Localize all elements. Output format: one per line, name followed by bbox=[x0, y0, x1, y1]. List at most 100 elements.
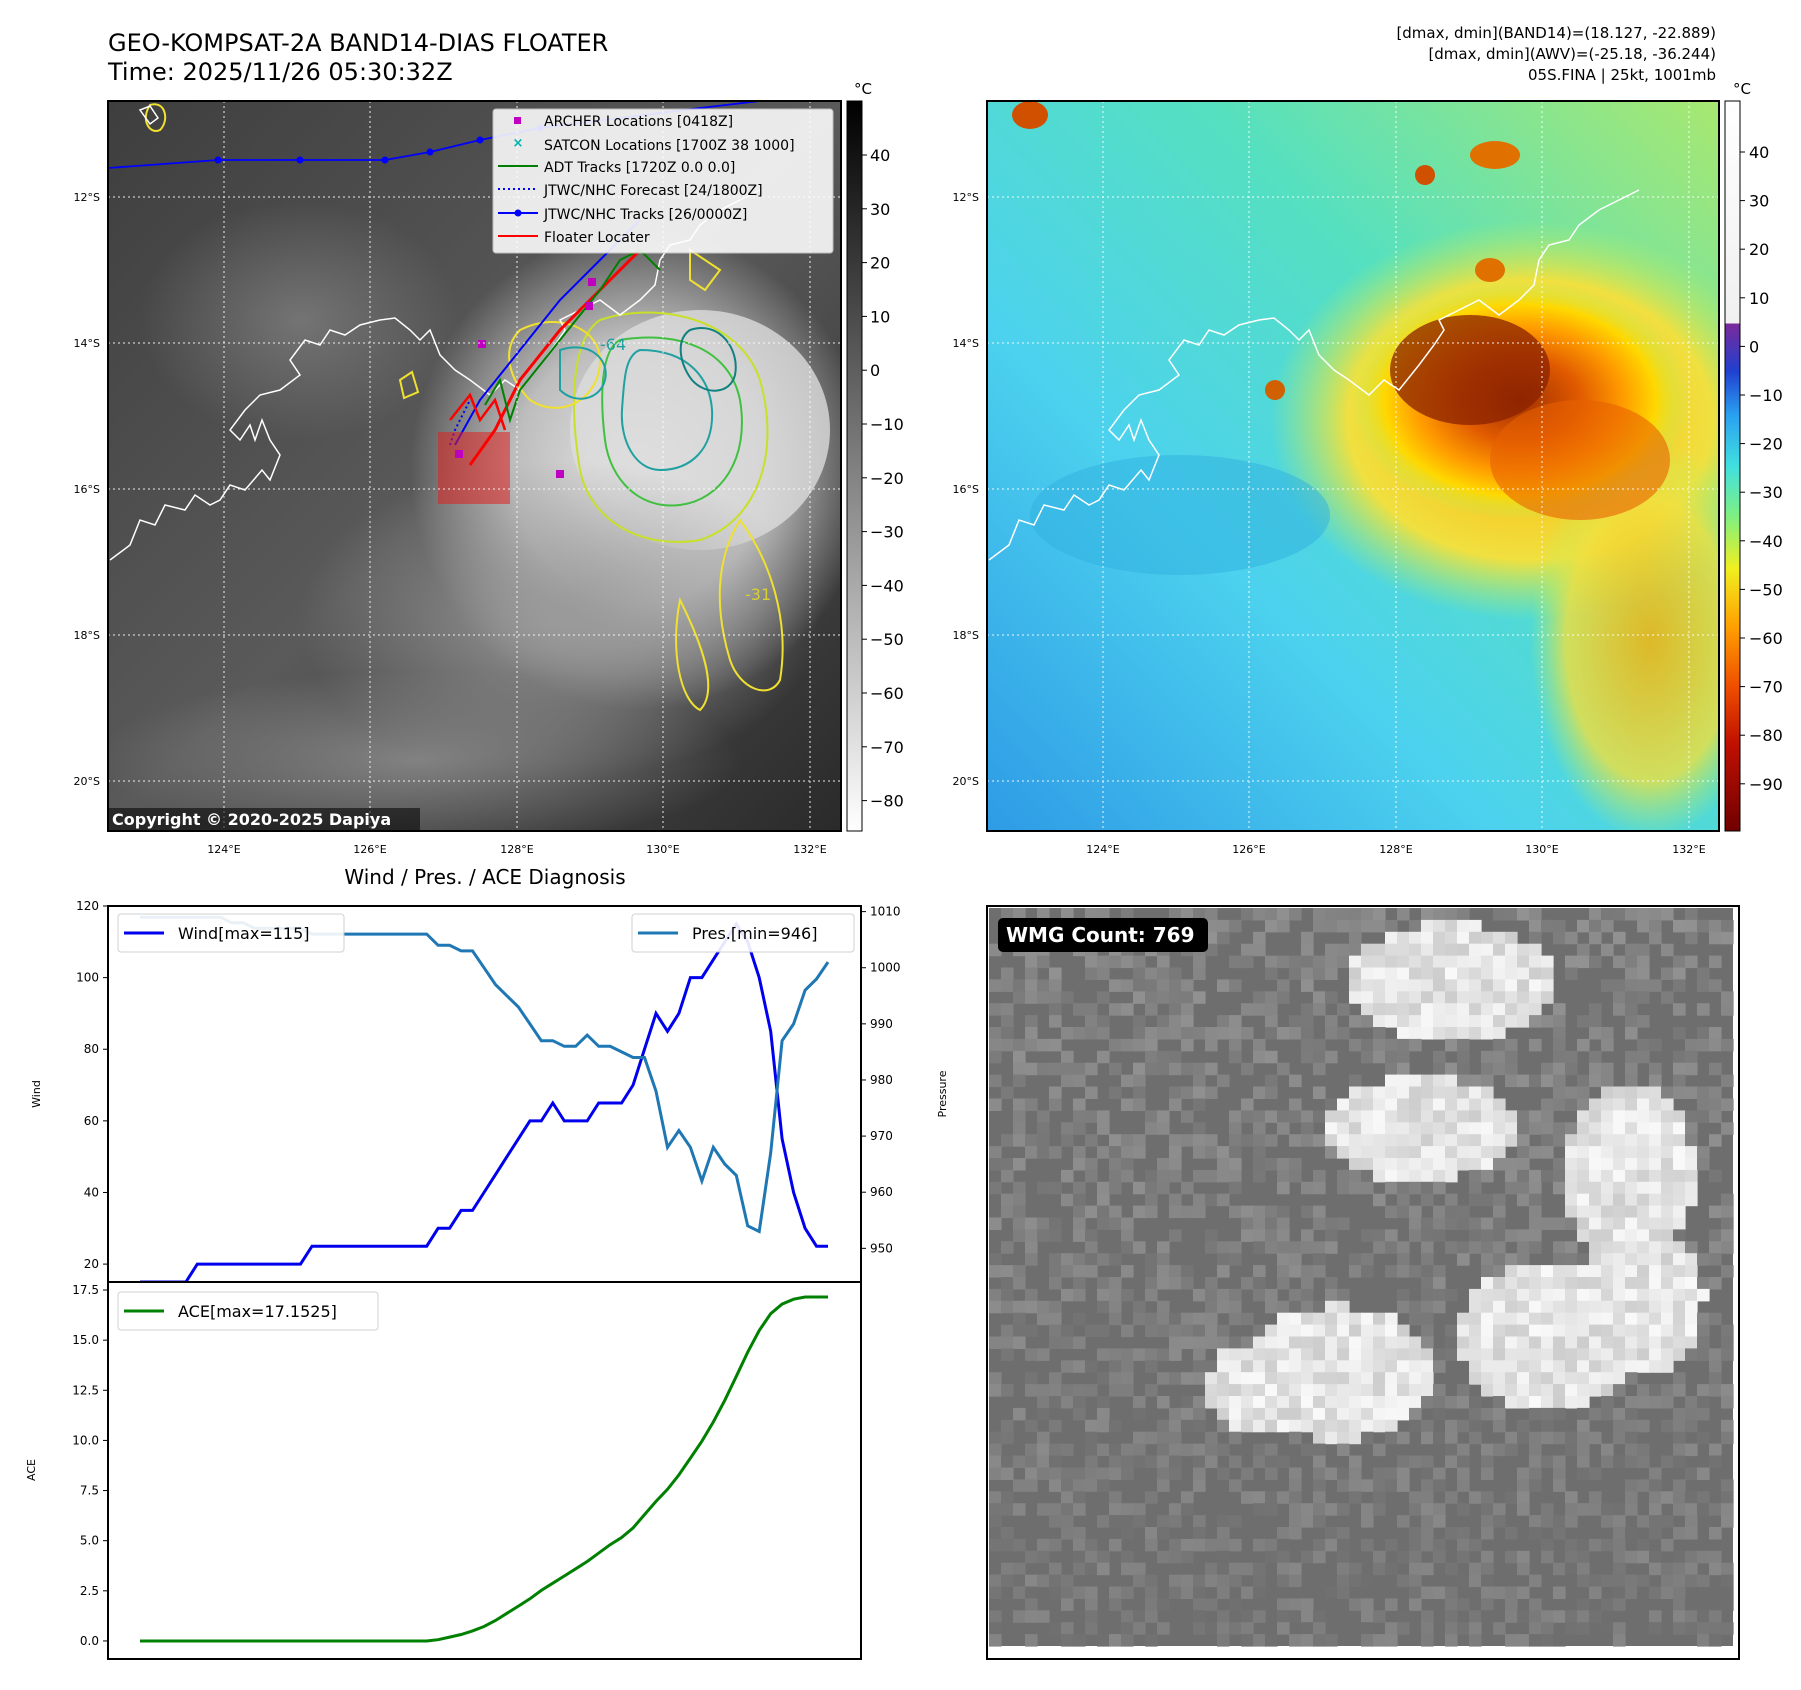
lat-tick-14s: 14°S bbox=[74, 337, 100, 350]
colorbar-color-tick-label: −10 bbox=[1749, 386, 1783, 405]
legend-label-adt: ADT Tracks [1720Z 0.0 0.0] bbox=[544, 160, 735, 176]
legend-marker-archer bbox=[514, 117, 521, 124]
pressure-tick-label: 990 bbox=[870, 1017, 893, 1031]
lat-tick-16s: 16°S bbox=[74, 483, 100, 496]
lon-tick-132e-awv: 132°E bbox=[1672, 843, 1705, 856]
awv-map-panel bbox=[987, 101, 1719, 831]
colorbar-color-tick-label: −90 bbox=[1749, 775, 1783, 794]
pressure-tick-label: 980 bbox=[870, 1073, 893, 1087]
colorbar-gray-tick-label: −10 bbox=[870, 415, 904, 434]
lon-tick-128e: 128°E bbox=[500, 843, 533, 856]
copyright-text: Copyright © 2020-2025 Dapiya bbox=[112, 810, 391, 829]
contour-label-31: -31 bbox=[745, 585, 771, 604]
colorbar-color-tick-label: −50 bbox=[1749, 580, 1783, 599]
wmg-panel: WMG Count: 769 bbox=[986, 905, 1740, 1660]
lat-tick-20s: 20°S bbox=[74, 775, 100, 788]
lon-tick-126e: 126°E bbox=[353, 843, 386, 856]
colorbar-color-unit: °C bbox=[1733, 80, 1751, 98]
colorbar-gray-tick-label: −80 bbox=[870, 792, 904, 811]
colorbar-gray-tick-label: −50 bbox=[870, 630, 904, 649]
info-line-1: [dmax, dmin](BAND14)=(18.127, -22.889) bbox=[1396, 24, 1716, 42]
floater-locater bbox=[438, 248, 642, 504]
pressure-tick-label: 1000 bbox=[870, 961, 901, 975]
colorbar-gray-tick-label: −70 bbox=[870, 738, 904, 757]
colorbar-gray-tick-label: 10 bbox=[870, 307, 890, 326]
pressure-tick-label: 960 bbox=[870, 1185, 893, 1199]
colorbar-color: °C 40 30 20 10 0 −10 −20 −30 −40 −50 −60 −70 −80 −90 bbox=[1724, 80, 1783, 832]
colorbar-color-tick-label: 30 bbox=[1749, 192, 1769, 211]
pressure-tick-label: 970 bbox=[870, 1129, 893, 1143]
ace-tick-label: 10.0 bbox=[72, 1433, 99, 1447]
legend-label-archer: ARCHER Locations [0418Z] bbox=[544, 114, 733, 130]
legend-label-floater: Floater Locater bbox=[544, 230, 650, 246]
colorbar-color-tick-label: 0 bbox=[1749, 337, 1759, 356]
lon-tick-124e: 124°E bbox=[207, 843, 240, 856]
ace-axis-label: ACE bbox=[25, 1459, 38, 1481]
colorbar-gray: °C 40 30 20 10 0 −10 −20 −30 −40 −50 −60 −70 −80 bbox=[846, 80, 904, 832]
colorbar-color-tick-label: −80 bbox=[1749, 726, 1783, 745]
lon-tick-124e-awv: 124°E bbox=[1086, 843, 1119, 856]
figure-time: Time: 2025/11/26 05:30:32Z bbox=[107, 58, 453, 86]
wind-tick-label: 60 bbox=[84, 1114, 99, 1128]
wmg-count-label: WMG Count: 769 bbox=[1006, 923, 1195, 947]
ace-plot: 0.0 2.5 5.0 7.5 10.0 12.5 15.0 17.5 ACE ACE[max… bbox=[25, 1281, 862, 1660]
colorbar-color-tick-label: −30 bbox=[1749, 483, 1783, 502]
coastline bbox=[109, 189, 761, 561]
lon-tick-130e: 130°E bbox=[646, 843, 679, 856]
legend-wind: Wind[max=115] bbox=[178, 924, 310, 943]
colorbar-gray-tick-label: −20 bbox=[870, 469, 904, 488]
pressure-axis-label: Pressure bbox=[936, 1070, 949, 1117]
legend-label-satcon: SATCON Locations [1700Z 38 1000] bbox=[544, 138, 795, 154]
lat-tick-14s-awv: 14°S bbox=[953, 337, 979, 350]
wind-series-line bbox=[140, 921, 828, 1284]
wind-tick-label: 80 bbox=[84, 1042, 99, 1056]
colorbar-gray-tick-label: −30 bbox=[870, 523, 904, 542]
figure-title: GEO-KOMPSAT-2A BAND14-DIAS FLOATER bbox=[108, 29, 608, 57]
colorbar-color-tick-label: 20 bbox=[1749, 240, 1769, 259]
contour-label-64: -64 bbox=[600, 335, 626, 354]
colorbar-gray-tick-label: 30 bbox=[870, 200, 890, 219]
awv-gridlines bbox=[987, 101, 1719, 831]
colorbar-gray-tick-label: −60 bbox=[870, 684, 904, 703]
wind-axis-label: Wind bbox=[30, 1080, 43, 1108]
colorbar-color-tick-label: −40 bbox=[1749, 532, 1783, 551]
lon-tick-126e-awv: 126°E bbox=[1232, 843, 1265, 856]
colorbar-color-tick-label: −20 bbox=[1749, 435, 1783, 454]
colorbar-gray-unit: °C bbox=[854, 80, 872, 98]
ace-tick-label: 5.0 bbox=[80, 1534, 99, 1548]
coastline-awv bbox=[988, 189, 1640, 561]
pressure-tick-label: 1010 bbox=[870, 905, 901, 919]
lat-tick-18s-awv: 18°S bbox=[953, 629, 979, 642]
colorbar-gray-tick-label: 40 bbox=[870, 146, 890, 165]
legend-marker-satcon: × bbox=[513, 136, 524, 151]
lon-tick-130e-awv: 130°E bbox=[1525, 843, 1558, 856]
ace-tick-label: 17.5 bbox=[72, 1283, 99, 1297]
wind-pressure-plot: 20 40 60 80 100 120 950 960 970 980 990 1000 1010 Wi… bbox=[30, 899, 949, 1284]
ace-tick-label: 2.5 bbox=[80, 1584, 99, 1598]
colorbar-gray-tick-label: −40 bbox=[870, 576, 904, 595]
archer-points bbox=[455, 278, 596, 478]
legend-pressure: Pres.[min=946] bbox=[692, 924, 817, 943]
colorbar-color-tick-label: 10 bbox=[1749, 289, 1769, 308]
lat-tick-18s: 18°S bbox=[74, 629, 100, 642]
lat-tick-12s: 12°S bbox=[74, 191, 100, 204]
ace-series-line bbox=[140, 1295, 828, 1643]
wind-tick-label: 100 bbox=[76, 971, 99, 985]
legend-ace: ACE[max=17.1525] bbox=[178, 1302, 337, 1321]
map-legend: × ARCHER Locations [0418Z] SATCON Locati… bbox=[492, 108, 834, 254]
colorbar-color-tick-label: −70 bbox=[1749, 678, 1783, 697]
ace-tick-label: 7.5 bbox=[80, 1484, 99, 1498]
colorbar-color-tick-label: 40 bbox=[1749, 143, 1769, 162]
pressure-tick-label: 950 bbox=[870, 1241, 893, 1255]
wind-tick-label: 20 bbox=[84, 1257, 99, 1271]
lon-tick-132e: 132°E bbox=[793, 843, 826, 856]
legend-label-forecast: JTWC/NHC Forecast [24/1800Z] bbox=[543, 183, 763, 199]
lon-tick-128e-awv: 128°E bbox=[1379, 843, 1412, 856]
legend-label-track: JTWC/NHC Tracks [26/0000Z] bbox=[543, 207, 747, 223]
info-line-2: [dmax, dmin](AWV)=(-25.18, -36.244) bbox=[1428, 45, 1716, 63]
colorbar-gray-tick-label: 20 bbox=[870, 254, 890, 273]
ace-tick-label: 12.5 bbox=[72, 1383, 99, 1397]
ace-tick-label: 15.0 bbox=[72, 1333, 99, 1347]
ace-tick-label: 0.0 bbox=[80, 1634, 99, 1648]
